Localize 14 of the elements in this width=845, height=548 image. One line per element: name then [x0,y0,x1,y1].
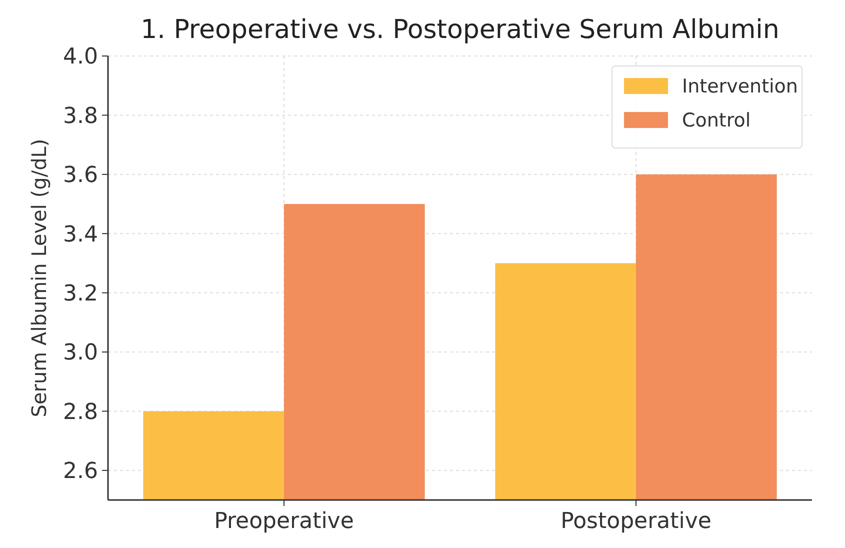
y-tick-label: 3.2 [63,282,98,306]
y-tick-label: 2.6 [63,459,98,484]
y-tick-label: 4.0 [63,44,98,70]
x-tick-label: Postoperative [560,509,712,534]
x-tick-label: Preoperative [214,509,354,534]
y-tick-label: 3.4 [63,222,98,248]
chart-title: 1. Preoperative vs. Postoperative Serum Albumin [140,15,780,45]
legend-label: Intervention [682,76,798,98]
y-axis-title: Serum Albumin Level (g/dL) [27,138,51,418]
y-tick-label: 3.8 [63,104,98,129]
legend-label: Control [682,110,751,132]
y-tick-label: 3.6 [63,163,98,188]
y-tick-label: 2.8 [63,400,98,425]
y-tick-label: 3.0 [63,340,98,366]
